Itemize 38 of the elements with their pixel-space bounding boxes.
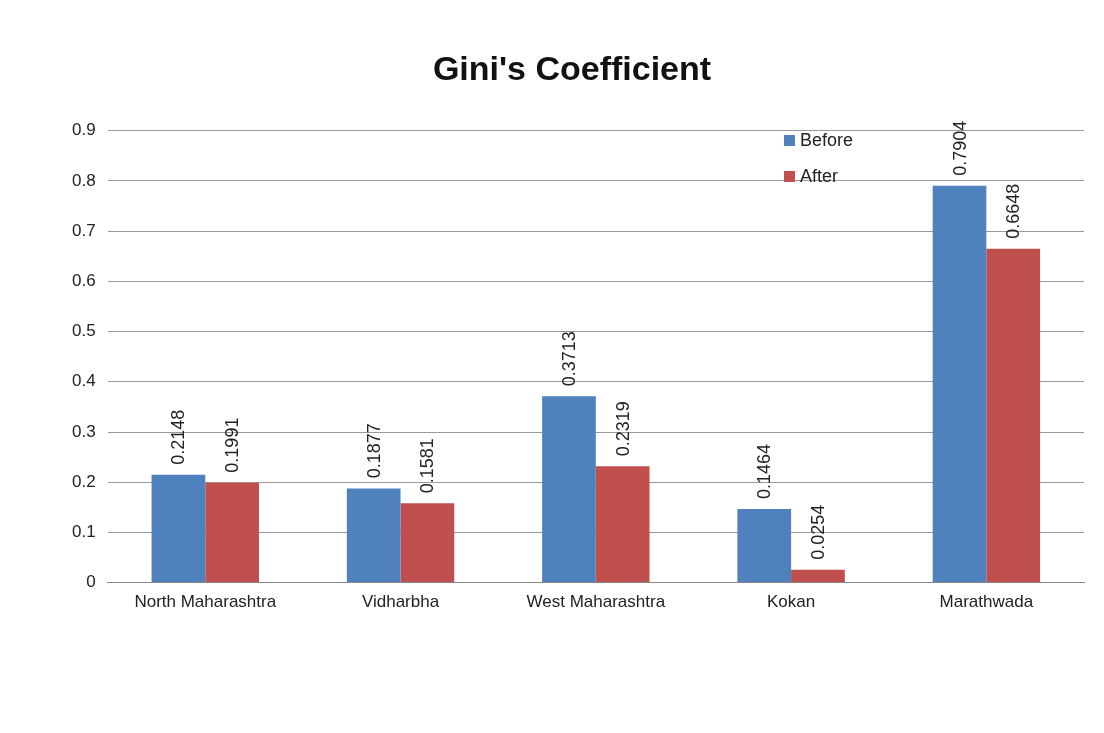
data-label: 0.2148 <box>168 409 189 465</box>
y-tick-label: 0.6 <box>71 271 96 291</box>
y-tick-label: 0.8 <box>71 170 96 190</box>
bar <box>542 396 596 583</box>
x-tick-label: West Maharashtra <box>526 592 666 612</box>
y-tick-label: 0.3 <box>71 421 96 441</box>
x-tick-label: Marathwada <box>939 592 1034 612</box>
bar <box>400 503 455 583</box>
bar <box>205 482 259 583</box>
data-label: 0.3713 <box>558 331 579 387</box>
x-tick-label: Kokan <box>766 592 816 612</box>
data-label: 0.1991 <box>222 417 243 473</box>
y-tick-label: 0.7 <box>71 220 96 240</box>
bar <box>791 569 845 583</box>
bar <box>737 509 792 583</box>
y-tick-label: 0 <box>86 572 96 592</box>
legend-label: Before <box>800 130 854 152</box>
bar <box>151 474 206 583</box>
y-tick-label: 0.2 <box>71 471 96 491</box>
data-label: 0.6648 <box>1003 183 1024 239</box>
bar <box>932 185 987 583</box>
y-tick-label: 0.9 <box>71 120 96 140</box>
data-label: 0.2319 <box>612 401 633 457</box>
legend-label: After <box>800 166 839 188</box>
y-tick-label: 0.4 <box>71 371 96 391</box>
bar <box>595 466 650 583</box>
data-label: 0.1464 <box>754 444 775 500</box>
x-tick-label: Vidharbha <box>361 592 440 612</box>
chart-title: Gini's Coefficient <box>432 48 712 87</box>
data-label: 0.1877 <box>363 423 384 479</box>
data-label: 0.0254 <box>807 504 828 560</box>
y-tick-label: 0.5 <box>71 321 96 341</box>
y-tick-label: 0.1 <box>71 522 96 542</box>
bar <box>346 488 401 583</box>
x-tick-label: North Maharashtra <box>134 592 277 612</box>
data-label: 0.1581 <box>417 438 438 494</box>
data-label: 0.7904 <box>949 120 970 176</box>
bar <box>986 248 1041 583</box>
